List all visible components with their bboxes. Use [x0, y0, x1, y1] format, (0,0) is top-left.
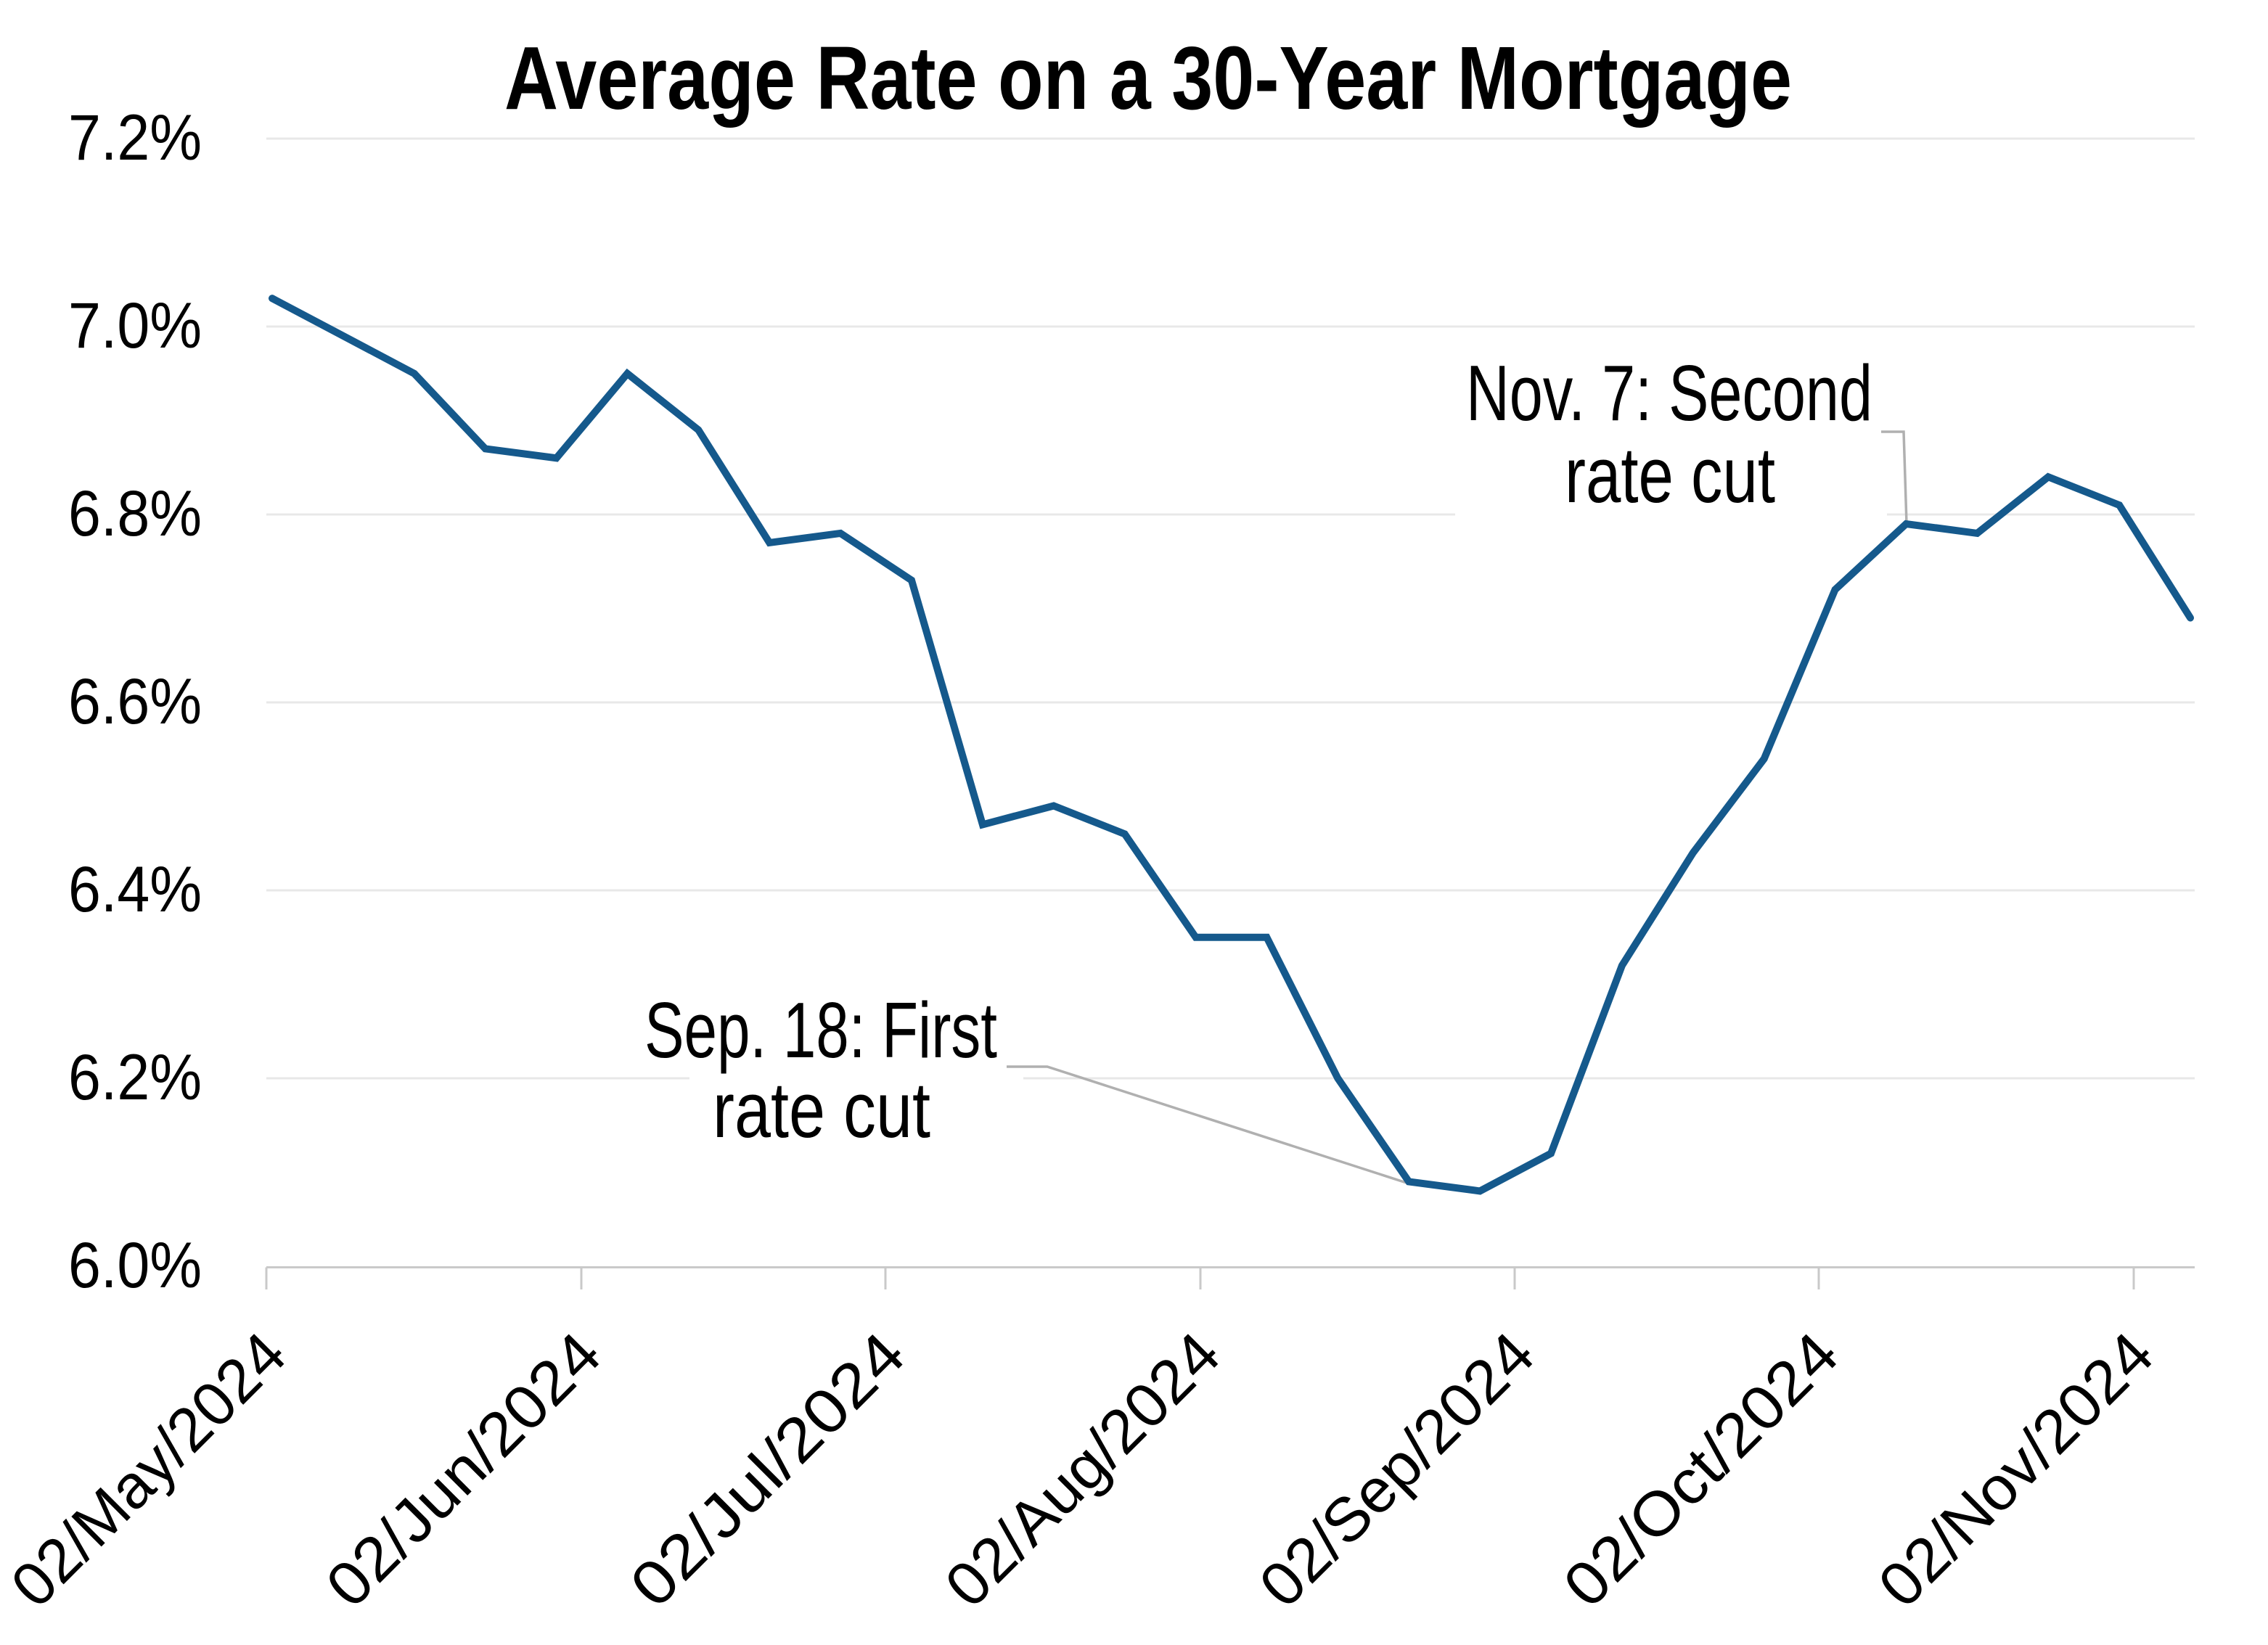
svg-text:7.0%: 7.0% [68, 289, 202, 361]
svg-text:Average Rate on a 30-Year Mort: Average Rate on a 30-Year Mortgage [504, 29, 1792, 128]
svg-text:Nov. 7: Second: Nov. 7: Second [1466, 349, 1872, 438]
svg-text:Sep. 18: First: Sep. 18: First [644, 986, 997, 1075]
svg-text:6.0%: 6.0% [68, 1228, 202, 1301]
svg-text:6.4%: 6.4% [68, 853, 202, 925]
svg-text:rate cut: rate cut [1565, 431, 1775, 520]
svg-text:6.6%: 6.6% [68, 665, 202, 737]
svg-text:6.8%: 6.8% [68, 477, 202, 549]
svg-text:rate cut: rate cut [713, 1066, 930, 1154]
svg-text:7.2%: 7.2% [68, 101, 202, 173]
svg-text:6.2%: 6.2% [68, 1041, 202, 1113]
